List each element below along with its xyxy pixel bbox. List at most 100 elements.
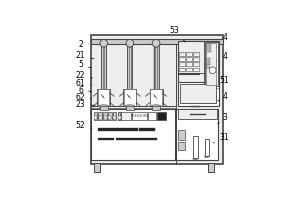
Text: 4: 4	[217, 52, 227, 61]
Bar	[124, 89, 136, 106]
Bar	[128, 44, 132, 90]
Bar	[116, 138, 157, 140]
Bar	[206, 64, 210, 65]
Bar	[193, 136, 198, 158]
Circle shape	[188, 64, 189, 65]
Circle shape	[181, 53, 182, 54]
Circle shape	[183, 53, 184, 54]
Bar	[205, 42, 218, 86]
Circle shape	[194, 64, 195, 65]
Bar	[133, 112, 147, 120]
Bar	[193, 62, 199, 66]
Bar	[92, 109, 175, 160]
Bar	[113, 116, 116, 119]
Circle shape	[187, 58, 188, 59]
Circle shape	[181, 58, 182, 59]
Bar	[150, 89, 162, 106]
Bar	[193, 57, 199, 61]
Circle shape	[190, 58, 191, 59]
Bar	[154, 44, 158, 90]
Text: 4: 4	[218, 92, 227, 101]
Bar	[179, 57, 185, 61]
Text: 2: 2	[78, 40, 88, 49]
Bar	[98, 89, 109, 106]
Text: 52: 52	[76, 121, 92, 130]
Bar	[193, 68, 199, 71]
Bar	[186, 52, 192, 56]
Bar	[205, 139, 209, 156]
Circle shape	[183, 58, 184, 59]
Text: 3: 3	[218, 113, 227, 124]
Bar	[206, 47, 211, 49]
Bar	[128, 44, 132, 90]
Text: 61: 61	[76, 79, 92, 88]
Circle shape	[187, 64, 188, 65]
Circle shape	[187, 53, 188, 54]
Text: 62: 62	[76, 93, 92, 102]
Bar	[186, 57, 192, 61]
Bar	[103, 116, 106, 119]
Bar	[101, 44, 106, 90]
Bar	[186, 62, 192, 66]
Circle shape	[183, 59, 184, 60]
Bar	[98, 128, 138, 131]
Circle shape	[187, 59, 188, 60]
Text: 4: 4	[217, 33, 227, 42]
Bar	[103, 112, 107, 120]
Circle shape	[183, 54, 184, 55]
Circle shape	[197, 64, 198, 65]
Text: 31: 31	[213, 133, 230, 143]
Circle shape	[126, 39, 134, 47]
Bar	[178, 82, 219, 106]
Circle shape	[197, 53, 198, 54]
Circle shape	[180, 59, 181, 60]
Bar	[179, 52, 185, 56]
Bar	[149, 89, 163, 106]
Bar	[122, 112, 131, 120]
Bar	[180, 84, 216, 103]
Circle shape	[187, 63, 188, 64]
Circle shape	[183, 63, 184, 64]
Bar	[94, 112, 98, 120]
Bar	[206, 43, 216, 85]
Bar	[179, 68, 185, 71]
Circle shape	[181, 54, 182, 55]
Text: 5: 5	[78, 60, 91, 69]
Bar	[176, 109, 218, 160]
Circle shape	[152, 39, 160, 47]
Ellipse shape	[99, 105, 109, 108]
Text: 51: 51	[218, 76, 230, 89]
Bar	[206, 61, 210, 63]
Text: 53: 53	[169, 26, 186, 42]
Circle shape	[188, 54, 189, 55]
Bar	[103, 44, 104, 90]
Bar	[154, 44, 158, 90]
Ellipse shape	[151, 105, 161, 108]
Circle shape	[194, 58, 195, 59]
Bar	[155, 44, 157, 90]
Bar	[102, 44, 106, 90]
Circle shape	[194, 54, 195, 55]
Bar	[206, 58, 210, 60]
Text: 6: 6	[78, 86, 92, 95]
Bar	[148, 112, 156, 120]
Bar	[206, 67, 210, 68]
Circle shape	[194, 59, 195, 60]
Circle shape	[209, 67, 216, 74]
Bar	[98, 112, 102, 120]
Bar	[178, 41, 219, 90]
Bar	[126, 106, 134, 110]
Circle shape	[181, 63, 182, 64]
Bar	[118, 112, 120, 120]
Circle shape	[100, 39, 108, 47]
Bar	[178, 130, 185, 140]
Bar	[108, 112, 112, 120]
Circle shape	[194, 53, 195, 54]
Bar	[206, 44, 211, 46]
Bar	[186, 68, 192, 71]
Circle shape	[188, 59, 189, 60]
Circle shape	[187, 54, 188, 55]
Circle shape	[180, 63, 181, 64]
Text: 21: 21	[76, 51, 94, 60]
Bar	[99, 116, 102, 119]
